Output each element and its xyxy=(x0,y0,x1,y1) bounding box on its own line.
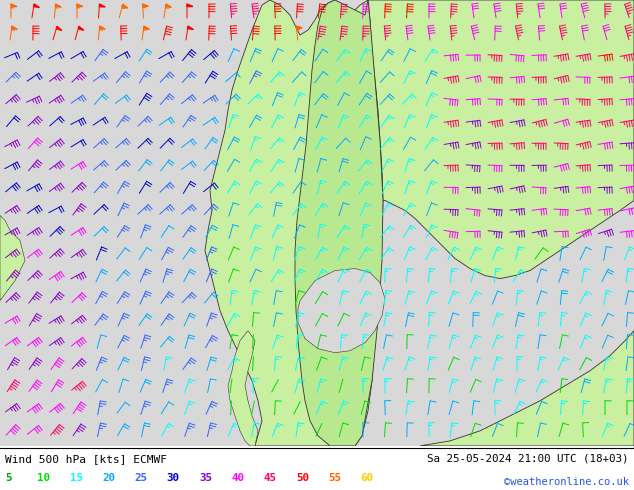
Text: 10: 10 xyxy=(37,473,51,483)
Text: 20: 20 xyxy=(102,473,115,483)
Polygon shape xyxy=(420,331,634,446)
Polygon shape xyxy=(100,4,105,7)
Text: 55: 55 xyxy=(328,473,342,483)
Text: 40: 40 xyxy=(231,473,245,483)
Polygon shape xyxy=(34,4,39,7)
Polygon shape xyxy=(187,4,193,6)
Polygon shape xyxy=(55,4,61,7)
Polygon shape xyxy=(296,26,302,28)
Polygon shape xyxy=(11,26,17,29)
Polygon shape xyxy=(0,216,25,300)
Polygon shape xyxy=(11,4,17,6)
Text: 30: 30 xyxy=(167,473,180,483)
Polygon shape xyxy=(143,4,148,6)
Text: ©weatheronline.co.uk: ©weatheronline.co.uk xyxy=(504,477,629,487)
Text: 45: 45 xyxy=(264,473,277,483)
Polygon shape xyxy=(122,4,128,8)
Text: 5: 5 xyxy=(5,473,11,483)
Text: 35: 35 xyxy=(199,473,212,483)
Text: 50: 50 xyxy=(296,473,309,483)
Polygon shape xyxy=(228,331,258,446)
Polygon shape xyxy=(56,26,62,30)
Text: Sa 25-05-2024 21:00 UTC (18+03): Sa 25-05-2024 21:00 UTC (18+03) xyxy=(427,454,629,464)
Text: 60: 60 xyxy=(361,473,374,483)
Polygon shape xyxy=(100,26,105,29)
Text: 25: 25 xyxy=(134,473,148,483)
Polygon shape xyxy=(165,4,171,7)
Polygon shape xyxy=(144,26,150,29)
Polygon shape xyxy=(205,0,383,446)
Polygon shape xyxy=(78,26,84,30)
Polygon shape xyxy=(298,269,385,353)
Text: 15: 15 xyxy=(70,473,83,483)
Text: Wind 500 hPa [kts] ECMWF: Wind 500 hPa [kts] ECMWF xyxy=(5,454,167,464)
Polygon shape xyxy=(295,0,383,446)
Polygon shape xyxy=(368,0,634,278)
Polygon shape xyxy=(77,4,83,6)
Polygon shape xyxy=(188,26,193,29)
